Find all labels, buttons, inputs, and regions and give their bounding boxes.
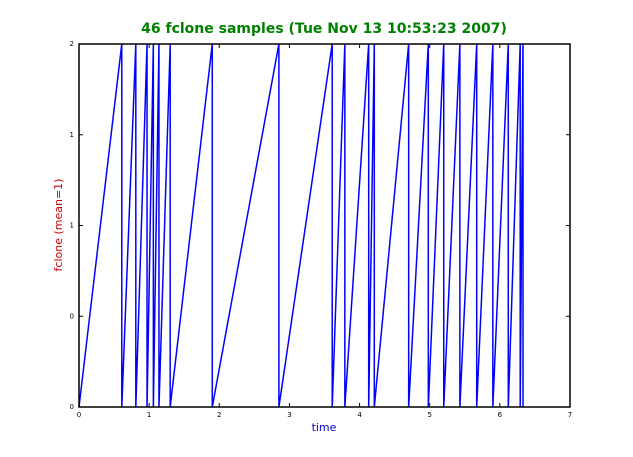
y-tick-label: 2 (70, 40, 74, 48)
x-tick-label: 0 (77, 411, 81, 419)
x-tick-label: 3 (287, 411, 291, 419)
y-tick-label: 1 (70, 222, 74, 230)
x-tick-label: 5 (427, 411, 431, 419)
y-tick-label: 0 (70, 312, 74, 320)
x-tick-label: 6 (498, 411, 503, 419)
x-tick-label: 2 (217, 411, 221, 419)
y-axis-label: fclone (mean=1) (52, 179, 65, 272)
x-axis-label: time (312, 421, 337, 434)
chart-title: 46 fclone samples (Tue Nov 13 10:53:23 2… (141, 21, 507, 37)
x-tick-label: 7 (568, 411, 572, 419)
y-tick-label: 1 (70, 131, 74, 139)
plot-frame (78, 43, 571, 408)
y-tick-label: 0 (70, 403, 74, 411)
x-tick-label: 4 (357, 411, 362, 419)
x-tick-label: 1 (147, 411, 151, 419)
